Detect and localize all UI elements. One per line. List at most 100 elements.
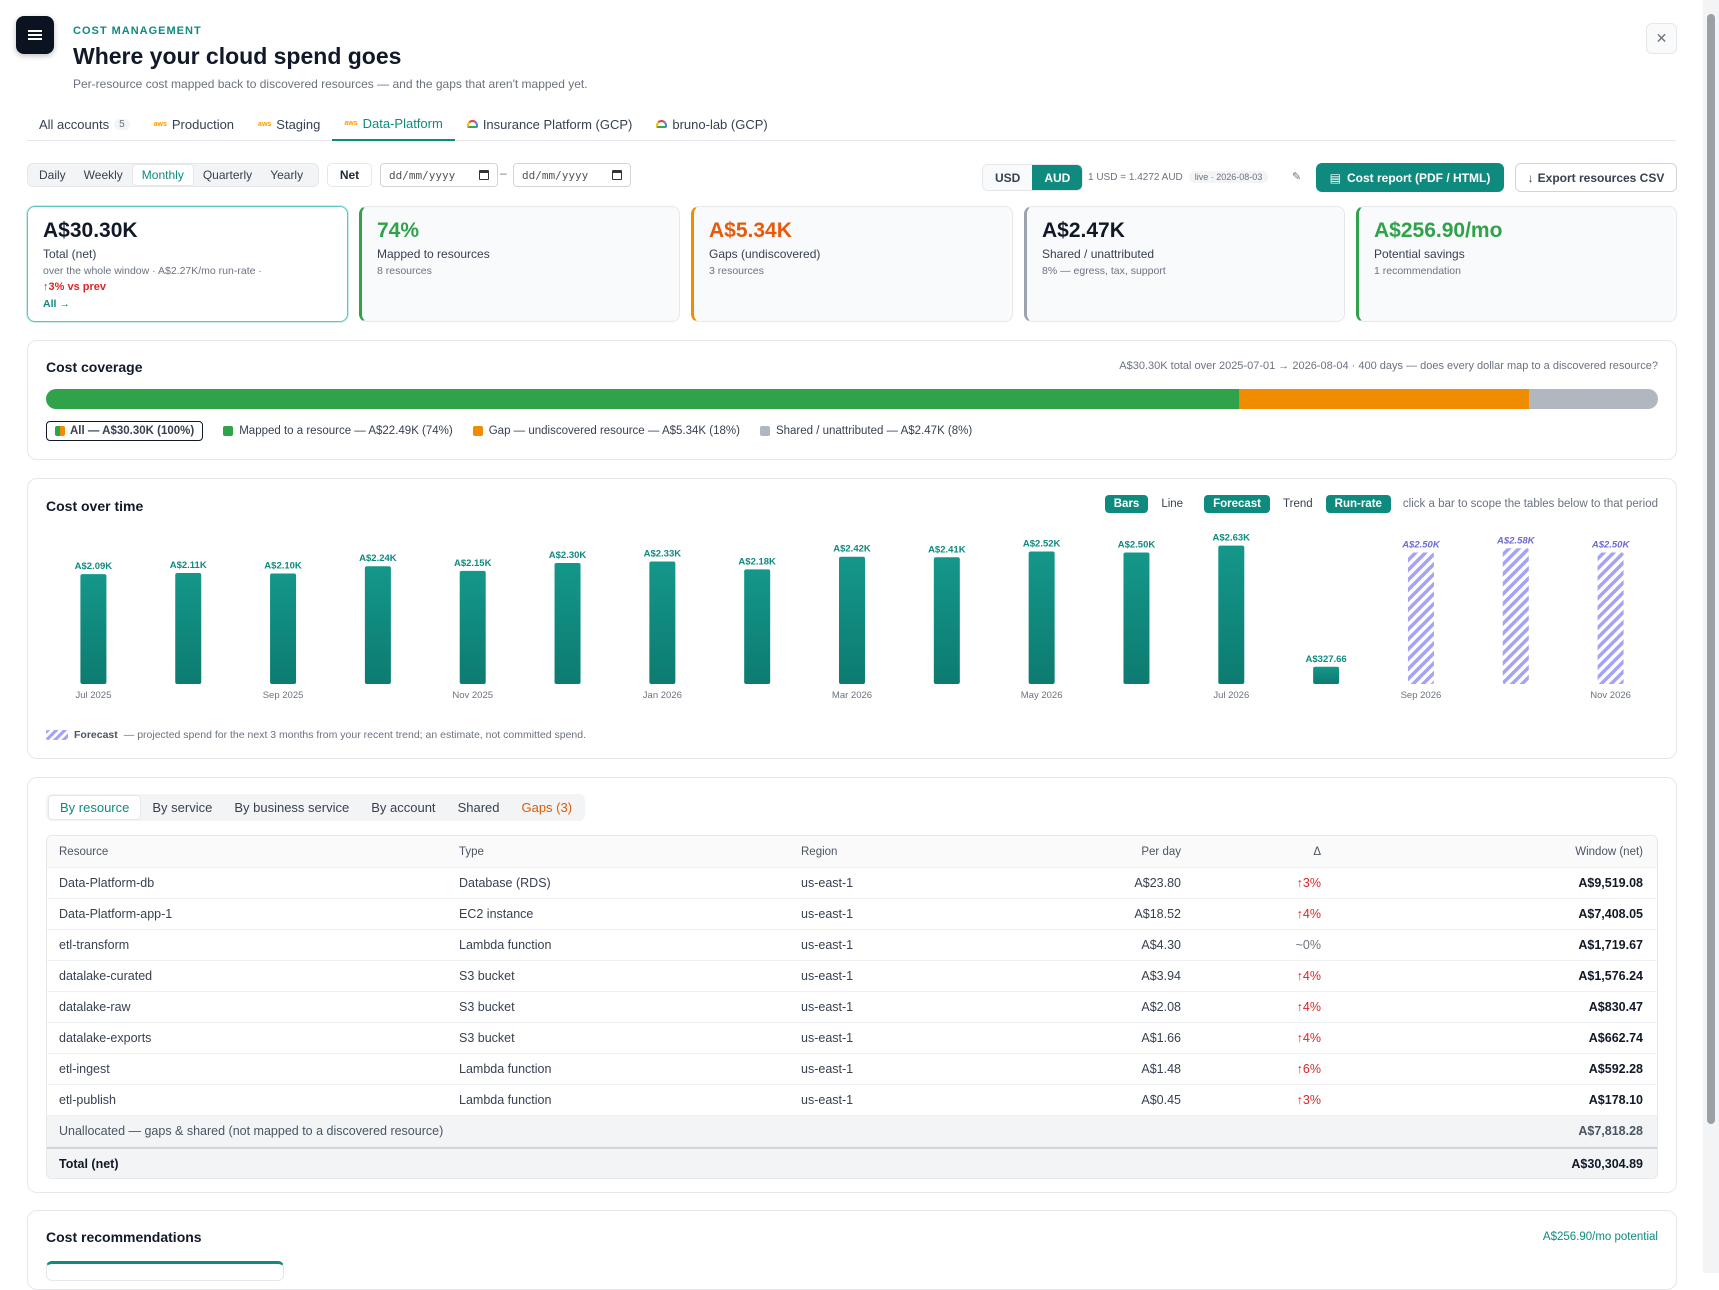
granularity-quarterly[interactable]: Quarterly	[202, 168, 253, 182]
table-header: Resource Type Region Per day Δ Window (n…	[47, 836, 1657, 868]
coverage-shared-segment[interactable]	[1529, 389, 1658, 409]
cost-bar[interactable]	[270, 573, 297, 684]
calendar-icon[interactable]	[479, 170, 489, 180]
toggle-run-rate[interactable]: Run-rate	[1325, 495, 1391, 513]
table-row[interactable]: etl-transform Lambda function us-east-1 …	[47, 930, 1657, 961]
cell-per-day: A$23.80	[1134, 876, 1181, 890]
cost-bar[interactable]	[1028, 551, 1055, 684]
end-date-input[interactable]: dd/mm/yyyy	[513, 163, 631, 187]
cost-bar[interactable]	[1218, 545, 1245, 684]
x-tick-label: Nov 2026	[1590, 690, 1631, 701]
table-row[interactable]: Data-Platform-app-1 EC2 instance us-east…	[47, 899, 1657, 930]
tab-data-platform[interactable]: aws Data-Platform	[332, 107, 455, 141]
breakdown-tabs: By resource By service By business servi…	[46, 794, 586, 821]
cost-bar[interactable]	[649, 561, 676, 684]
forecast-bar[interactable]	[1502, 548, 1529, 684]
currency-aud[interactable]: AUD	[1032, 165, 1083, 190]
cell-window: A$9,519.08	[1578, 876, 1643, 890]
toggle-bars[interactable]: Bars	[1104, 495, 1149, 513]
table-row[interactable]: etl-ingest Lambda function us-east-1 A$1…	[47, 1054, 1657, 1085]
start-date-input[interactable]: dd/mm/yyyy	[380, 163, 498, 187]
table-row[interactable]: datalake-exports S3 bucket us-east-1 A$1…	[47, 1023, 1657, 1054]
menu-button[interactable]	[16, 16, 54, 54]
coverage-filter-mapped[interactable]: Mapped to a resource — A$22.49K (74%)	[223, 425, 453, 437]
cost-bar[interactable]	[1123, 552, 1150, 684]
granularity-daily[interactable]: Daily	[39, 168, 66, 182]
column-header[interactable]: Resource	[59, 845, 109, 858]
cost-over-time-panel: Cost over time Bars Line Forecast Trend …	[27, 478, 1677, 759]
coverage-mapped-segment[interactable]	[46, 389, 1239, 409]
table-row[interactable]: datalake-curated S3 bucket us-east-1 A$3…	[47, 961, 1657, 992]
kpi-value: 74%	[377, 219, 420, 242]
cost-bar[interactable]	[744, 569, 771, 684]
tab-gaps[interactable]: Gaps (3)	[521, 800, 573, 815]
cell-type: Lambda function	[459, 1093, 552, 1107]
cost-bar[interactable]	[554, 563, 581, 684]
granularity-weekly[interactable]: Weekly	[83, 168, 123, 182]
panel-title: Cost coverage	[46, 359, 143, 375]
calendar-icon[interactable]	[612, 170, 622, 180]
table-row[interactable]: Data-Platform-db Database (RDS) us-east-…	[47, 868, 1657, 899]
cost-bar[interactable]	[839, 556, 865, 684]
column-header[interactable]: Per day	[1141, 845, 1181, 858]
kpi-mapped-card[interactable]: 74% Mapped to resources 8 resources	[359, 206, 680, 322]
tab-by-account[interactable]: By account	[371, 800, 436, 815]
cell-per-day: A$2.08	[1141, 1000, 1181, 1014]
coverage-filter-shared[interactable]: Shared / unattributed — A$2.47K (8%)	[759, 425, 972, 437]
unallocated-value: A$7,818.28	[1578, 1124, 1643, 1138]
granularity-monthly[interactable]: Monthly	[131, 164, 194, 186]
cell-window: A$830.47	[1588, 1000, 1643, 1014]
edit-rate-pencil-icon[interactable]: ✎	[1292, 171, 1302, 183]
tab-insurance-platform-gcp[interactable]: Insurance Platform (GCP)	[455, 107, 645, 141]
coverage-gap-segment[interactable]	[1238, 389, 1530, 409]
cost-bar[interactable]	[175, 573, 202, 684]
unallocated-row[interactable]: Unallocated — gaps & shared (not mapped …	[47, 1116, 1657, 1147]
cost-bar[interactable]	[459, 570, 486, 684]
cell-per-day: A$18.52	[1134, 907, 1181, 921]
page-title: Where your cloud spend goes	[73, 43, 402, 69]
forecast-bar[interactable]	[1597, 552, 1624, 684]
currency-usd[interactable]: USD	[983, 165, 1033, 190]
tab-by-resource[interactable]: By resource	[48, 795, 142, 820]
tab-by-service[interactable]: By service	[152, 800, 213, 815]
column-header[interactable]: Region	[801, 845, 838, 858]
tab-by-business-service[interactable]: By business service	[234, 800, 350, 815]
tab-all-accounts[interactable]: All accounts 5	[27, 107, 142, 141]
cost-bar[interactable]	[1313, 666, 1340, 684]
net-toggle-button[interactable]: Net	[327, 163, 372, 187]
toggle-trend[interactable]: Trend	[1283, 498, 1313, 510]
cost-bar[interactable]	[364, 566, 391, 684]
scrollbar-thumb[interactable]	[1707, 14, 1715, 1124]
tab-bruno-lab-gcp[interactable]: bruno-lab (GCP)	[644, 107, 779, 141]
close-button[interactable]: ✕	[1646, 23, 1677, 54]
coverage-filter-gap[interactable]: Gap — undiscovered resource — A$5.34K (1…	[472, 425, 740, 437]
coverage-filter-all[interactable]: All — A$30.30K (100%)	[46, 421, 204, 441]
cost-bar[interactable]	[933, 557, 960, 684]
column-header[interactable]: Window (net)	[1575, 845, 1643, 858]
tab-production[interactable]: aws Production	[142, 107, 246, 141]
all-swatch	[55, 426, 65, 436]
kpi-shared-card[interactable]: A$2.47K Shared / unattributed 8% — egres…	[1024, 206, 1345, 322]
cost-bar-chart: A$2.09K Jul 2025 A$2.11K A$2.10K Sep 2025 A$2…	[75, 533, 1631, 701]
tab-shared[interactable]: Shared	[457, 800, 500, 815]
export-csv-button[interactable]: ↓ Export resources CSV	[1515, 163, 1677, 192]
cell-region: us-east-1	[801, 1062, 854, 1076]
column-header[interactable]: Δ	[1313, 845, 1321, 858]
toggle-forecast[interactable]: Forecast	[1204, 495, 1271, 513]
kpi-total-card[interactable]: A$30.30K Total (net) over the whole wind…	[27, 206, 348, 322]
kpi-gaps-card[interactable]: A$5.34K Gaps (undiscovered) 3 resources	[691, 206, 1013, 322]
column-header[interactable]: Type	[459, 845, 484, 858]
cost-report-button[interactable]: ▤ Cost report (PDF / HTML)	[1316, 163, 1504, 192]
cost-bar[interactable]	[80, 574, 107, 684]
kpi-label: Potential savings	[1374, 247, 1465, 261]
kpi-all-link[interactable]: All →	[43, 298, 70, 310]
table-row[interactable]: etl-publish Lambda function us-east-1 A$…	[47, 1085, 1657, 1116]
kpi-savings-card[interactable]: A$256.90/mo Potential savings 1 recommen…	[1356, 206, 1677, 322]
table-row[interactable]: datalake-raw S3 bucket us-east-1 A$2.08 …	[47, 992, 1657, 1023]
recommendation-card[interactable]	[46, 1261, 284, 1281]
forecast-bar[interactable]	[1407, 552, 1434, 684]
cell-window: A$1,719.67	[1578, 938, 1643, 952]
toggle-line[interactable]: Line	[1161, 498, 1184, 510]
granularity-yearly[interactable]: Yearly	[270, 168, 304, 182]
tab-staging[interactable]: aws Staging	[246, 107, 332, 141]
